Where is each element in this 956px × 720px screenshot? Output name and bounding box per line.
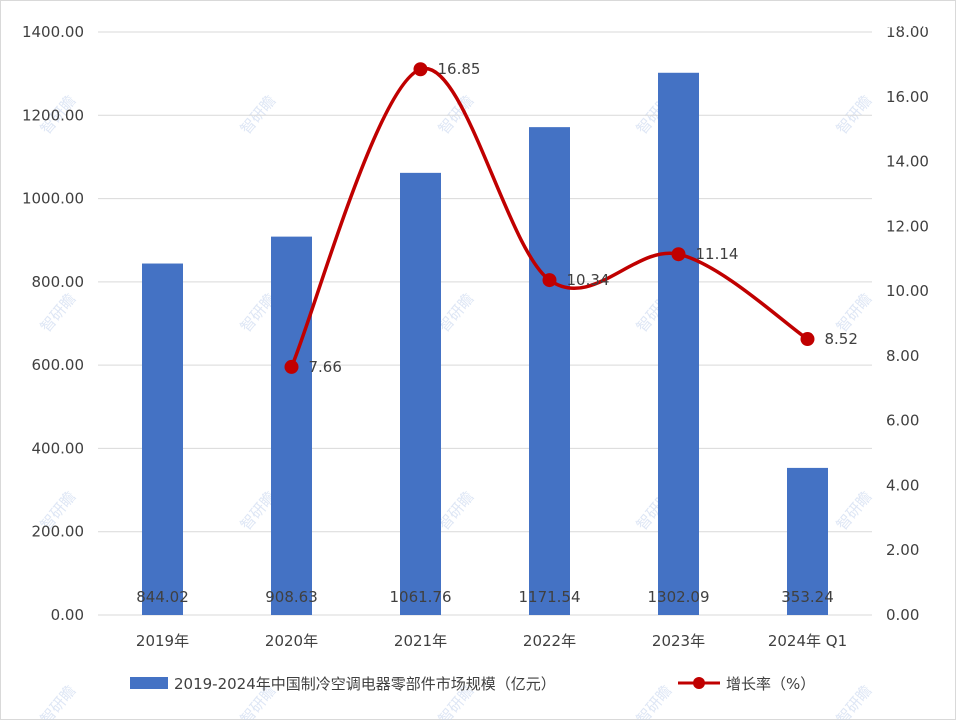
line-point <box>284 359 299 374</box>
left-axis-ticks: 0.00 200.00 400.00 600.00 800.00 1000.00 1200.… <box>22 23 84 624</box>
line-data-labels: 7.66 16.85 10.34 11.14 8.52 <box>309 60 858 376</box>
x-tick-label: 2024年 Q1 <box>768 632 847 650</box>
y-left-tick-label: 1000.00 <box>22 190 84 208</box>
bar-data-label: 908.63 <box>265 588 318 606</box>
bar <box>271 236 312 615</box>
y-left-tick-label: 1200.00 <box>22 106 84 124</box>
y-left-tick-label: 800.00 <box>32 273 85 291</box>
bar <box>142 263 183 615</box>
line-data-label: 11.14 <box>696 245 739 263</box>
y-left-tick-label: 1400.00 <box>22 23 84 41</box>
bar-series <box>142 72 828 616</box>
bar-data-label: 1302.09 <box>647 588 709 606</box>
y-right-tick-label: 6.00 <box>886 412 919 430</box>
bar-data-labels: 844.02 908.63 1061.76 1171.54 1302.09 353.24 <box>136 588 834 606</box>
y-right-tick-label: 12.00 <box>886 217 929 235</box>
legend-bar-swatch <box>130 677 168 689</box>
x-axis-ticks: 2019年 2020年 2021年 2022年 2023年 2024年 Q1 <box>136 632 847 650</box>
y-left-tick-label: 200.00 <box>32 523 85 541</box>
bar-data-label: 1171.54 <box>518 588 580 606</box>
x-tick-label: 2023年 <box>652 632 705 650</box>
growth-line <box>289 66 809 368</box>
line-point <box>542 273 557 288</box>
x-tick-label: 2021年 <box>394 632 447 650</box>
y-right-tick-label: 0.00 <box>886 606 919 624</box>
y-right-tick-label: 18.00 <box>886 23 929 41</box>
legend-bar-label: 2019-2024年中国制冷空调电器零部件市场规模（亿元） <box>174 675 556 693</box>
line-data-label: 7.66 <box>309 358 342 376</box>
y-right-tick-label: 10.00 <box>886 282 929 300</box>
right-axis-ticks: 0.00 2.00 4.00 6.00 8.00 10.00 12.00 14.00 16.00… <box>886 23 929 624</box>
y-right-tick-label: 14.00 <box>886 153 929 171</box>
x-tick-label: 2022年 <box>523 632 576 650</box>
y-right-tick-label: 4.00 <box>886 476 919 494</box>
line-data-label: 8.52 <box>825 330 858 348</box>
y-right-tick-label: 8.00 <box>886 347 919 365</box>
line-point <box>413 62 428 77</box>
line-series <box>284 62 815 374</box>
legend-line-label: 增长率（%） <box>726 675 815 693</box>
y-left-tick-label: 400.00 <box>32 439 85 457</box>
y-right-tick-label: 2.00 <box>886 541 919 559</box>
legend: 2019-2024年中国制冷空调电器零部件市场规模（亿元） 增长率（%） <box>130 675 815 693</box>
line-data-label: 16.85 <box>438 60 481 78</box>
bar <box>658 72 699 615</box>
bar-data-label: 844.02 <box>136 588 189 606</box>
y-right-tick-label: 16.00 <box>886 88 929 106</box>
bar <box>400 172 441 616</box>
y-left-tick-label: 600.00 <box>32 356 85 374</box>
line-point <box>671 247 686 262</box>
y-left-tick-label: 0.00 <box>51 606 84 624</box>
x-tick-label: 2019年 <box>136 632 189 650</box>
line-point <box>800 332 815 347</box>
bar-data-label: 1061.76 <box>389 588 451 606</box>
x-tick-label: 2020年 <box>265 632 318 650</box>
line-data-label: 10.34 <box>567 271 610 289</box>
bar <box>529 127 570 615</box>
source-label: 搜狐号@智研瞻 <box>813 10 932 31</box>
bar-data-label: 353.24 <box>781 588 834 606</box>
legend-line-marker <box>693 677 705 689</box>
bar <box>787 467 828 615</box>
gridlines <box>98 31 872 616</box>
